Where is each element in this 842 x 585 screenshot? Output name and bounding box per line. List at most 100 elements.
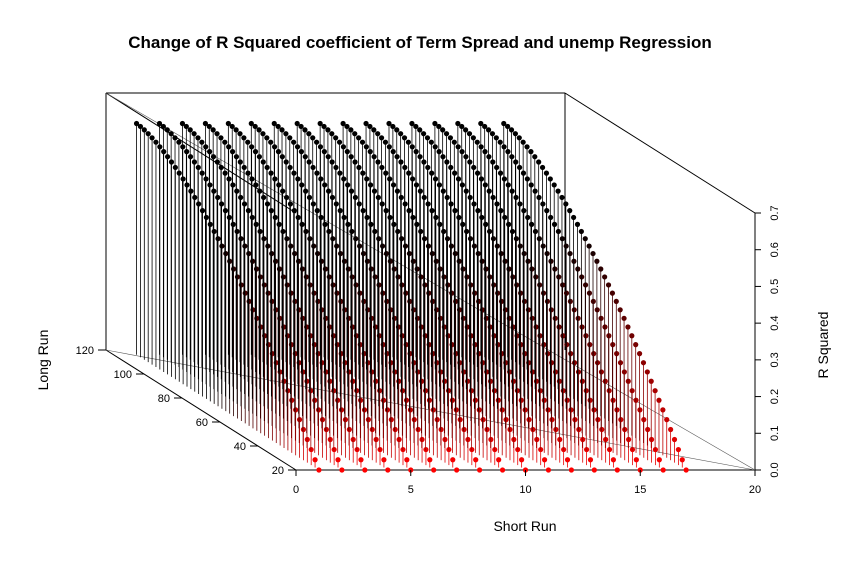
data-point — [532, 154, 538, 160]
data-point — [375, 131, 381, 137]
data-point — [478, 120, 484, 127]
z-tick-label: 0.0 — [769, 462, 781, 477]
x-axis-label: Short Run — [493, 518, 556, 534]
data-point — [398, 131, 404, 137]
data-point — [489, 131, 496, 137]
data-point — [640, 360, 647, 366]
z-axis: 0.0 0.1 0.2 0.3 0.4 0.5 0.6 0.7 — [755, 205, 781, 478]
data-point — [233, 127, 239, 133]
data-point — [160, 123, 166, 130]
data-point — [519, 457, 525, 463]
data-point — [214, 131, 220, 137]
data-point — [195, 135, 201, 141]
data-point — [137, 123, 144, 130]
x-tick-label: 10 — [519, 484, 531, 496]
x-axis: 0 5 10 15 20 — [293, 470, 761, 496]
data-point — [237, 131, 243, 137]
data-point — [587, 457, 594, 463]
data-point — [536, 159, 542, 165]
data-point — [367, 123, 373, 130]
box-upper-diagonal — [105, 92, 756, 471]
data-point — [512, 131, 518, 137]
z-tick-label: 0.4 — [769, 315, 781, 330]
data-point — [202, 120, 208, 127]
data-point — [455, 120, 461, 127]
data-point — [164, 127, 170, 133]
data-point — [591, 467, 597, 473]
data-point — [264, 135, 270, 141]
data-point — [316, 467, 322, 473]
data-point — [470, 135, 476, 141]
data-point — [660, 467, 666, 473]
data-point — [520, 139, 526, 145]
data-point — [477, 467, 483, 473]
data-point — [668, 426, 674, 433]
data-point — [539, 164, 546, 171]
data-point — [168, 131, 174, 137]
data-point — [245, 139, 251, 145]
data-point — [432, 120, 438, 127]
data-point — [605, 282, 612, 288]
data-point — [451, 139, 457, 145]
z-tick-label: 0.6 — [769, 242, 781, 257]
data-point — [325, 127, 331, 133]
data-point — [474, 139, 480, 145]
data-point — [459, 123, 465, 130]
data-point — [417, 127, 423, 133]
box-top-right-depth-edge — [564, 92, 756, 214]
data-point — [362, 467, 368, 473]
data-point — [496, 457, 502, 463]
data-point — [390, 123, 396, 130]
data-point — [183, 123, 189, 130]
data-point — [404, 457, 410, 463]
data-point — [428, 139, 434, 145]
data-point — [617, 307, 623, 313]
data-point — [206, 123, 212, 130]
data-point — [571, 214, 577, 221]
data-point — [610, 457, 617, 463]
data-point — [466, 131, 473, 137]
data-point — [420, 131, 427, 137]
data-point — [541, 457, 548, 463]
data-point — [210, 127, 216, 133]
data-point — [424, 135, 431, 141]
data-point — [371, 127, 377, 133]
data-point — [179, 120, 186, 127]
data-point — [401, 135, 408, 141]
data-point — [505, 123, 511, 130]
data-point — [629, 333, 635, 339]
data-point — [336, 139, 343, 145]
data-point — [443, 131, 450, 137]
box-bottom-left-edge — [105, 349, 297, 471]
data-point — [268, 139, 274, 145]
data-point — [636, 351, 643, 357]
data-point — [590, 250, 596, 257]
data-point — [568, 467, 575, 473]
data-point — [582, 236, 588, 242]
data-point — [454, 467, 460, 473]
x-tick-label: 5 — [408, 484, 414, 496]
data-point — [559, 194, 565, 201]
data-point — [555, 188, 561, 194]
z-tick-label: 0.5 — [769, 279, 781, 294]
data-point — [473, 457, 479, 463]
data-point — [436, 123, 442, 130]
data-point — [614, 467, 620, 473]
data-point — [310, 135, 316, 141]
x-tick-label: 15 — [634, 484, 646, 496]
data-point — [394, 127, 400, 133]
data-point — [333, 135, 339, 141]
data-point — [256, 127, 262, 133]
data-point — [275, 123, 281, 130]
data-point — [329, 131, 335, 137]
data-point — [302, 127, 308, 133]
box-floor-diagonal — [105, 349, 756, 471]
data-point — [176, 139, 182, 145]
data-point — [413, 123, 419, 130]
data-point — [356, 135, 362, 141]
data-point — [156, 120, 163, 127]
data-point — [229, 123, 235, 130]
data-point — [447, 135, 454, 141]
data-point — [352, 131, 358, 137]
data-point — [378, 135, 385, 141]
